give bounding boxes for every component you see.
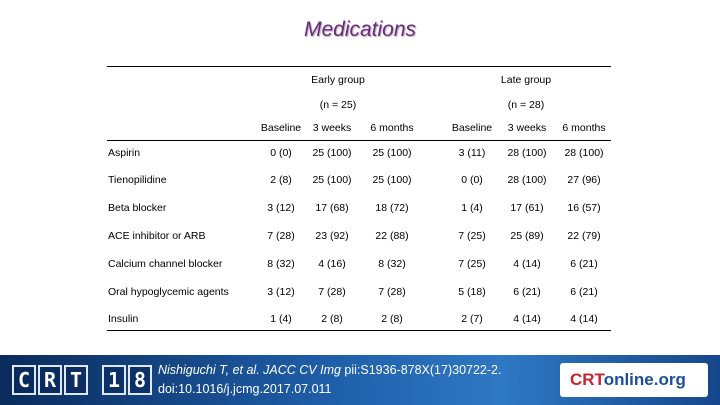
- early-group-n: (n = 25): [319, 99, 357, 111]
- slide-title: Medications: [303, 18, 417, 41]
- timepoint-header: 3 weeks: [312, 122, 352, 134]
- table-cell: 18 (72): [375, 202, 409, 214]
- table-cell: 28 (100): [507, 174, 547, 186]
- late-group-label: Late group: [500, 74, 552, 86]
- table-bottom-rule: [107, 330, 611, 331]
- table-cell: 22 (79): [567, 230, 601, 242]
- table-top-rule: [107, 66, 611, 67]
- table-cell: 8 (32): [378, 258, 406, 270]
- table-cell: 22 (88): [375, 230, 409, 242]
- table-cell: 1 (4): [270, 313, 292, 325]
- row-label: Beta blocker: [108, 202, 167, 214]
- table-cell: 6 (21): [570, 258, 598, 270]
- row-label: Tienopilidine: [108, 174, 167, 186]
- table-cell: 3 (12): [267, 202, 295, 214]
- table-cell: 6 (21): [513, 286, 541, 298]
- table-cell: 7 (28): [378, 286, 406, 298]
- citation-doi: doi:10.1016/j.jcmg.2017.07.011: [158, 382, 332, 396]
- table-cell: 0 (0): [270, 147, 292, 159]
- table-cell: 0 (0): [461, 174, 483, 186]
- timepoint-header: Baseline: [451, 122, 493, 134]
- table-header-rule: [107, 140, 611, 141]
- timepoint-header: 6 months: [562, 122, 606, 134]
- crtonline-logo: CRTonline.org: [560, 363, 708, 397]
- row-label: Insulin: [108, 313, 139, 325]
- citation-authors-journal: Nishiguchi T, et al. JACC CV Img: [158, 363, 341, 377]
- table-cell: 2 (8): [321, 313, 343, 325]
- late-group-n: (n = 28): [507, 99, 545, 111]
- table-cell: 1 (4): [461, 202, 483, 214]
- timepoint-header: 3 weeks: [507, 122, 547, 134]
- table-cell: 28 (100): [507, 147, 547, 159]
- table-cell: 5 (18): [458, 286, 486, 298]
- row-label: Calcium channel blocker: [108, 258, 223, 270]
- table-cell: 25 (100): [312, 174, 352, 186]
- table-cell: 17 (61): [510, 202, 544, 214]
- table-cell: 28 (100): [564, 147, 604, 159]
- table-cell: 8 (32): [267, 258, 295, 270]
- row-label: ACE inhibitor or ARB: [108, 230, 206, 242]
- table-cell: 7 (25): [458, 258, 486, 270]
- early-group-label: Early group: [311, 74, 365, 86]
- row-label: Oral hypoglycemic agents: [108, 286, 229, 298]
- table-cell: 17 (68): [315, 202, 349, 214]
- table-cell: 25 (100): [372, 174, 412, 186]
- table-cell: 7 (28): [267, 230, 295, 242]
- table-cell: 2 (8): [381, 313, 403, 325]
- table-cell: 3 (12): [267, 286, 295, 298]
- crtonline-brand-suffix: online.org: [603, 370, 686, 389]
- table-cell: 27 (96): [567, 174, 601, 186]
- table-cell: 3 (11): [458, 147, 486, 159]
- citation-pii: pii:S1936-878X(17)30722-2.: [340, 363, 502, 377]
- table-cell: 4 (14): [513, 258, 541, 270]
- table-cell: 2 (8): [270, 174, 292, 186]
- timepoint-header: Baseline: [260, 122, 302, 134]
- timepoint-header: 6 months: [370, 122, 414, 134]
- table-cell: 25 (100): [312, 147, 352, 159]
- table-cell: 4 (14): [513, 313, 541, 325]
- table-cell: 25 (89): [510, 230, 544, 242]
- table-cell: 23 (92): [315, 230, 349, 242]
- row-label: Aspirin: [108, 147, 141, 159]
- table-cell: 6 (21): [570, 286, 598, 298]
- table-cell: 7 (25): [458, 230, 486, 242]
- table-cell: 25 (100): [372, 147, 412, 159]
- crtonline-brand-main: CRT: [570, 370, 604, 389]
- table-cell: 4 (16): [318, 258, 346, 270]
- citation: Nishiguchi T, et al. JACC CV Img pii:S19…: [158, 361, 578, 399]
- table-cell: 4 (14): [570, 313, 598, 325]
- table-cell: 7 (28): [318, 286, 346, 298]
- table-cell: 16 (57): [567, 202, 601, 214]
- table-cell: 2 (7): [461, 313, 483, 325]
